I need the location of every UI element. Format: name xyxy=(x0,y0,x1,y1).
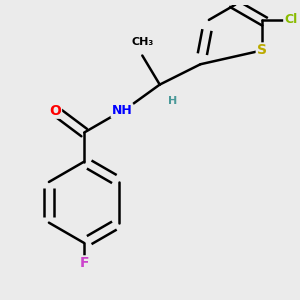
Text: CH₃: CH₃ xyxy=(131,37,153,47)
Text: O: O xyxy=(49,104,61,118)
Text: S: S xyxy=(257,44,267,57)
Text: H: H xyxy=(168,96,177,106)
Text: F: F xyxy=(80,256,89,270)
Text: Cl: Cl xyxy=(284,14,297,26)
Text: NH: NH xyxy=(112,104,132,117)
